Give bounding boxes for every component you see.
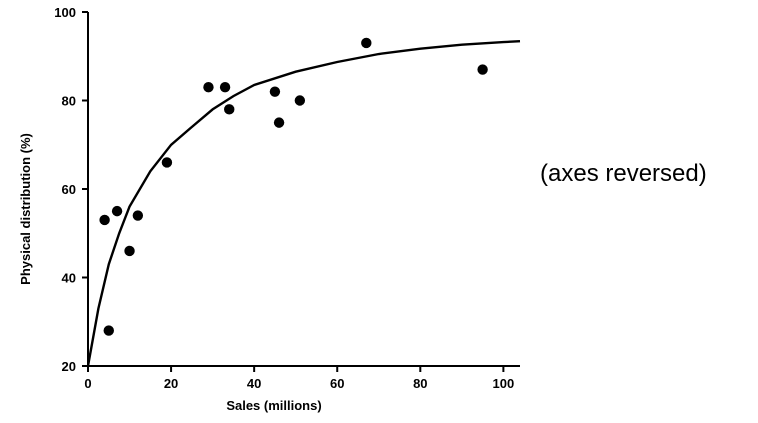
data-point	[270, 86, 280, 96]
y-tick-label: 100	[54, 5, 76, 20]
x-tick-label: 40	[247, 376, 261, 391]
data-point	[112, 206, 122, 216]
annotation-text: (axes reversed)	[540, 160, 707, 188]
x-tick-label: 20	[164, 376, 178, 391]
x-tick-label: 100	[493, 376, 515, 391]
y-tick-label: 60	[62, 182, 76, 197]
data-point	[274, 117, 284, 127]
data-point	[203, 82, 213, 92]
x-tick-label: 0	[84, 376, 91, 391]
data-point	[361, 38, 371, 48]
data-point	[133, 210, 143, 220]
data-point	[224, 104, 234, 114]
fit-curve	[88, 41, 520, 366]
x-axis-ticks: 0 20 40 60 80 100	[84, 366, 514, 391]
data-point	[104, 325, 114, 335]
data-point	[124, 246, 134, 256]
x-tick-label: 80	[413, 376, 427, 391]
data-point	[220, 82, 230, 92]
x-tick-label: 60	[330, 376, 344, 391]
y-tick-label: 20	[62, 359, 76, 374]
y-axis-ticks: 20 40 60 80 100	[54, 5, 88, 374]
data-point	[162, 157, 172, 167]
data-point	[295, 95, 305, 105]
data-point	[99, 215, 109, 225]
axes	[88, 12, 520, 366]
data-points	[99, 38, 487, 336]
y-tick-label: 40	[62, 271, 76, 286]
y-tick-label: 80	[62, 94, 76, 109]
data-point	[477, 64, 487, 74]
y-axis-title: Physical distribution (%)	[18, 133, 33, 285]
x-axis-title: Sales (millions)	[226, 398, 321, 413]
